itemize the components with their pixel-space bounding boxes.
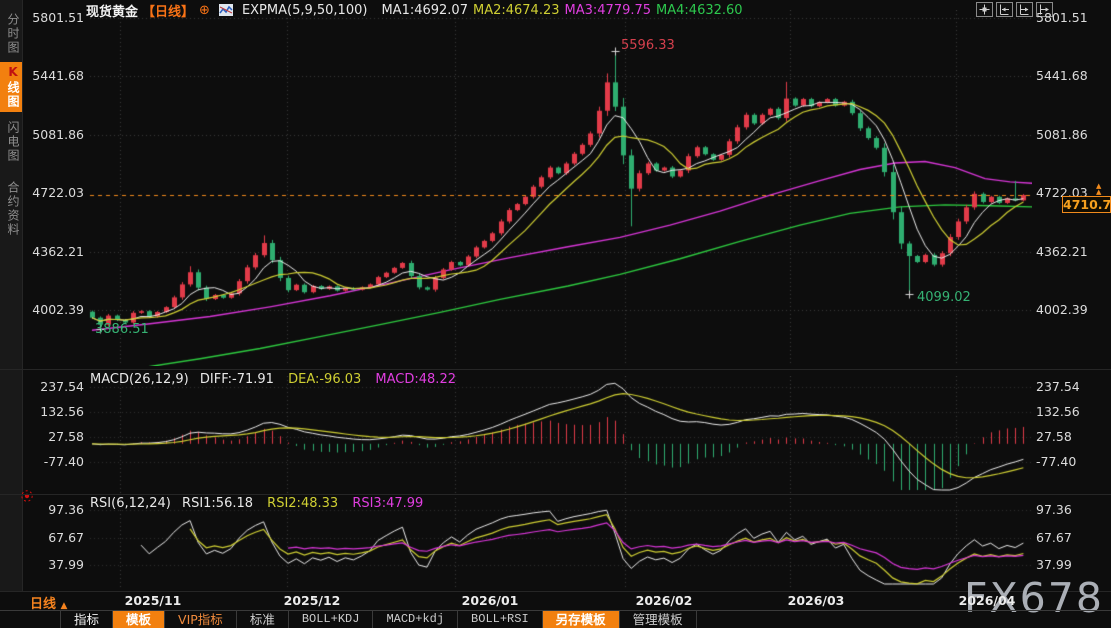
x-axis-date-label: 2026/02 <box>635 593 693 608</box>
sidebar-item-1[interactable]: K线图 <box>0 62 22 112</box>
rsi-axis-label: 67.67 <box>1036 529 1072 545</box>
toolbar-button-8[interactable]: 管理模板 <box>620 611 697 628</box>
toolbar-button-1[interactable]: 模板 <box>113 611 166 628</box>
macd-axis-label: 27.58 <box>1036 429 1072 445</box>
rsi-header: RSI(6,12,24) RSI1:56.18 RSI2:48.33 RSI3:… <box>90 496 423 511</box>
toolbar-button-3[interactable]: 标准 <box>237 611 289 628</box>
price-axis-label: 5081.86 <box>1036 126 1088 142</box>
toolbar-button-5[interactable]: MACD+kdj <box>373 611 459 628</box>
rsi2-readout: RSI2:48.33 <box>267 496 339 511</box>
price-axis-label: 5081.86 <box>32 126 84 142</box>
rsi-panel-canvas[interactable] <box>88 498 1032 588</box>
price-axis-label: 5801.51 <box>1036 10 1088 25</box>
price-axis-label: 4362.21 <box>32 243 84 259</box>
price-axis-label: 4722.03 <box>32 185 84 201</box>
last-price-tag: 4710.70 <box>1062 196 1111 213</box>
rsi-axis-label: 67.67 <box>48 529 84 545</box>
rsi-axis-label: 37.99 <box>48 557 84 572</box>
period-selector[interactable]: 日线 ▲ <box>30 597 68 612</box>
main-chart-canvas[interactable] <box>88 10 1032 366</box>
x-axis-date-label: 2026/01 <box>461 593 519 608</box>
rsi-axis-label: 97.36 <box>48 502 84 517</box>
macd-title: MACD(26,12,9) <box>90 372 189 387</box>
alert-dot-icon[interactable] <box>20 488 34 502</box>
macd-axis-label: 237.54 <box>40 379 84 395</box>
sidebar-item-2[interactable]: 闪电图 <box>6 121 20 163</box>
macd-axis-label: 27.58 <box>48 429 84 445</box>
price-axis-label: 5441.68 <box>32 68 84 84</box>
rsi-title: RSI(6,12,24) <box>90 496 171 511</box>
jump-latest-icon[interactable] <box>1036 2 1053 17</box>
bottom-toolbar: 指标 模板 VIP指标 标准 BOLL+KDJ MACD+kdj BOLL+RSI 另存模板管… <box>60 611 697 628</box>
panel-divider <box>0 494 1111 495</box>
watermark: FX678 <box>964 574 1104 622</box>
sidebar-item-0[interactable]: 分时图 <box>6 13 20 55</box>
panel-divider <box>0 591 1111 592</box>
left-sidebar: 分时图 K线图闪电图合约资料 <box>0 0 23 592</box>
toolbar-button-0[interactable]: 指标 <box>60 611 114 628</box>
x-axis-date-label: 2026/03 <box>787 593 845 608</box>
rsi3-readout: RSI3:47.99 <box>352 496 424 511</box>
rsi1-readout: RSI1:56.18 <box>182 496 254 511</box>
macd-header: MACD(26,12,9) DIFF:-71.91 DEA:-96.03 MAC… <box>90 372 456 387</box>
rsi-axis-label: 37.99 <box>1036 557 1072 572</box>
macd-diff-readout: DIFF:-71.91 <box>199 372 274 387</box>
toolbar-button-7[interactable]: 另存模板 <box>542 611 620 628</box>
x-axis-date-label: 2026/04 <box>958 593 1016 608</box>
macd-axis-label: -77.40 <box>43 454 84 470</box>
macd-axis-label: 132.56 <box>1036 404 1080 420</box>
macd-dea-readout: DEA:-96.03 <box>288 372 362 387</box>
peak-price-annotation: 5596.33 <box>621 38 675 53</box>
x-axis-date-label: 2025/12 <box>283 593 341 608</box>
rsi-axis-label: 97.36 <box>1036 502 1072 517</box>
price-axis-label: 4362.21 <box>1036 243 1088 259</box>
toolbar-button-6[interactable]: BOLL+RSI <box>458 611 543 628</box>
march-low-annotation: 4099.02 <box>917 290 971 305</box>
november-low-annotation: 3886.51 <box>95 322 149 337</box>
sidebar-item-3[interactable]: 合约资料 <box>6 181 20 237</box>
price-axis-label: 5801.51 <box>32 10 84 25</box>
toolbar-divider <box>0 610 1111 611</box>
price-axis-label: 5441.68 <box>1036 68 1088 84</box>
price-up-arrows-icon: ▲ ▲ <box>1096 182 1102 196</box>
macd-value-readout: MACD:48.22 <box>375 372 456 387</box>
caret-up-icon: ▲ <box>60 601 68 611</box>
macd-axis-label: 132.56 <box>40 404 84 420</box>
panel-divider <box>0 369 1111 370</box>
price-axis-label: 4002.39 <box>32 302 84 317</box>
macd-axis-label: -77.40 <box>1036 454 1077 470</box>
price-axis-label: 4002.39 <box>1036 302 1088 317</box>
toolbar-button-4[interactable]: BOLL+KDJ <box>289 611 374 628</box>
macd-panel-canvas[interactable] <box>88 376 1032 494</box>
toolbar-button-2[interactable]: VIP指标 <box>165 611 237 628</box>
x-axis-date-label: 2025/11 <box>124 593 182 608</box>
macd-axis-label: 237.54 <box>1036 379 1080 395</box>
